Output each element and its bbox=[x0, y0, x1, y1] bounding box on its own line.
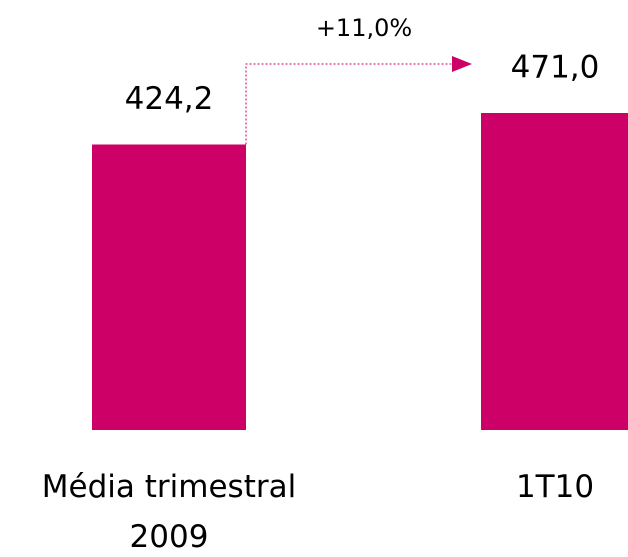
bar bbox=[481, 113, 628, 430]
x-tick-label: 1T10 bbox=[515, 469, 595, 505]
value-label: 471,0 bbox=[511, 50, 600, 86]
arrow-head bbox=[452, 56, 472, 72]
annotation: +11,0% bbox=[316, 14, 412, 42]
connector bbox=[245, 63, 452, 145]
x-tick-label: Média trimestral 2009 bbox=[41, 469, 297, 555]
bar bbox=[92, 144, 246, 430]
value-label: 424,2 bbox=[125, 81, 214, 117]
